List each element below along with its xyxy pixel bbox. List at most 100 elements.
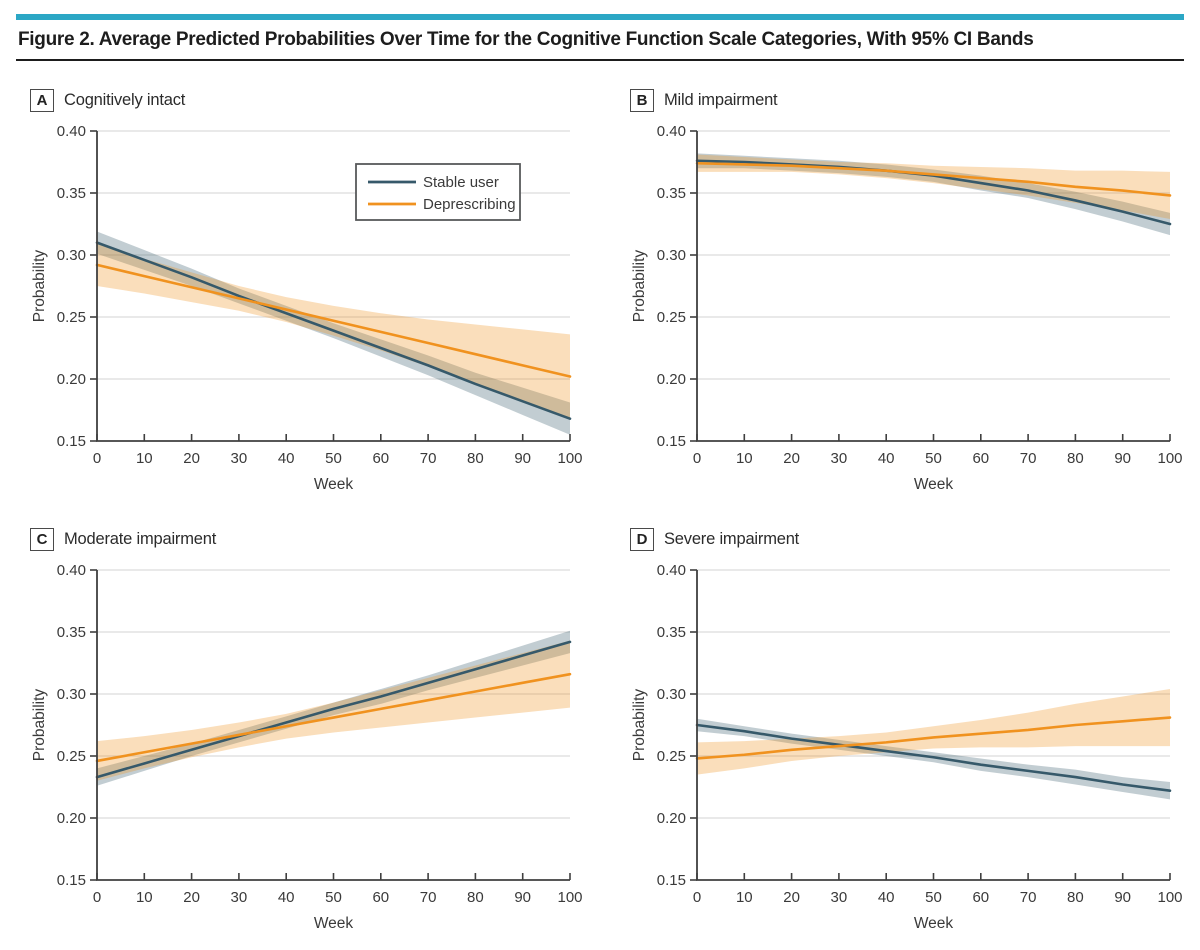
x-tick-label: 20 bbox=[783, 889, 800, 906]
legend-label: Deprescribing bbox=[423, 196, 516, 213]
panel-c-letter: C bbox=[30, 527, 54, 551]
x-tick-label: 30 bbox=[831, 889, 848, 906]
x-tick-label: 70 bbox=[420, 889, 437, 906]
x-tick-label: 50 bbox=[925, 889, 942, 906]
y-tick-label: 0.25 bbox=[657, 309, 686, 326]
y-tick-label: 0.20 bbox=[657, 810, 686, 827]
y-tick-label: 0.25 bbox=[57, 309, 86, 326]
panel-d-title: Severe impairment bbox=[664, 529, 800, 548]
x-tick-label: 10 bbox=[736, 889, 753, 906]
y-tick-label: 0.40 bbox=[57, 562, 86, 579]
chart-severe-impairment: 0.15 0.20 0.25 0.30 0.35 0.40 0 10 20 30 40 50 60 70 8… bbox=[631, 562, 1183, 932]
y-tick-label: 0.20 bbox=[57, 371, 86, 388]
x-tick-label: 40 bbox=[278, 889, 295, 906]
x-tick-label: 10 bbox=[136, 889, 153, 906]
x-tick-label: 90 bbox=[514, 450, 531, 467]
y-tick-label: 0.40 bbox=[57, 123, 86, 140]
panel-a: A Cognitively intact 0.15 0.20 0.25 0.30 0.3… bbox=[30, 87, 600, 496]
panels-grid: A Cognitively intact 0.15 0.20 0.25 0.30 0.3… bbox=[0, 61, 1200, 935]
x-tick-label: 60 bbox=[372, 889, 389, 906]
y-tick-label: 0.35 bbox=[57, 624, 86, 641]
y-axis-label: Probability bbox=[631, 689, 648, 762]
series-line bbox=[695, 723, 1172, 793]
x-tick-label: 40 bbox=[278, 450, 295, 467]
series-line bbox=[695, 161, 1172, 197]
x-axis-label: Week bbox=[914, 476, 954, 493]
legend-box bbox=[355, 163, 521, 221]
x-axis-label: Week bbox=[314, 915, 354, 932]
x-tick-label: 80 bbox=[467, 450, 484, 467]
x-tick-label: 60 bbox=[372, 450, 389, 467]
y-tick-label: 0.15 bbox=[57, 872, 86, 889]
panel-b-letter: B bbox=[630, 88, 654, 112]
x-tick-label: 100 bbox=[1157, 889, 1182, 906]
y-tick-label: 0.30 bbox=[57, 247, 86, 264]
chart-moderate-impairment: 0.15 0.20 0.25 0.30 0.35 0.40 0 10 20 30 40 50 60 70 8… bbox=[31, 562, 583, 932]
x-tick-label: 90 bbox=[1114, 889, 1131, 906]
x-tick-label: 100 bbox=[557, 450, 582, 467]
x-tick-label: 30 bbox=[231, 450, 248, 467]
y-tick-label: 0.25 bbox=[657, 748, 686, 765]
series-line bbox=[95, 241, 572, 420]
y-tick-label: 0.35 bbox=[657, 185, 686, 202]
ci-band bbox=[697, 689, 1170, 775]
x-tick-label: 70 bbox=[420, 450, 437, 467]
y-axis-label: Probability bbox=[631, 250, 648, 323]
x-tick-label: 20 bbox=[783, 450, 800, 467]
y-tick-label: 0.40 bbox=[657, 123, 686, 140]
y-tick-label: 0.25 bbox=[57, 748, 86, 765]
y-tick-label: 0.35 bbox=[657, 624, 686, 641]
panel-c-header: C Moderate impairment bbox=[30, 526, 600, 552]
ci-band bbox=[97, 231, 570, 435]
x-tick-label: 70 bbox=[1020, 450, 1037, 467]
x-tick-label: 10 bbox=[136, 450, 153, 467]
x-tick-label: 30 bbox=[231, 889, 248, 906]
header-rule bbox=[16, 59, 1184, 61]
y-axis-label: Probability bbox=[31, 250, 48, 323]
y-tick-label: 0.20 bbox=[657, 371, 686, 388]
figure-header: Figure 2. Average Predicted Probabilitie… bbox=[0, 14, 1200, 61]
panel-a-header: A Cognitively intact bbox=[30, 87, 600, 113]
x-tick-label: 50 bbox=[325, 450, 342, 467]
x-tick-label: 50 bbox=[325, 889, 342, 906]
panel-c: C Moderate impairment 0.15 0.20 0.25 0.30 0.… bbox=[30, 526, 600, 935]
x-tick-label: 80 bbox=[1067, 450, 1084, 467]
y-axis-label: Probability bbox=[31, 689, 48, 762]
panel-b-header: B Mild impairment bbox=[630, 87, 1200, 113]
x-tick-label: 0 bbox=[93, 889, 101, 906]
panel-d-letter: D bbox=[630, 527, 654, 551]
y-tick-label: 0.35 bbox=[57, 185, 86, 202]
x-tick-label: 100 bbox=[1157, 450, 1182, 467]
y-tick-label: 0.20 bbox=[57, 810, 86, 827]
series-line bbox=[695, 716, 1172, 760]
x-tick-label: 80 bbox=[467, 889, 484, 906]
y-tick-label: 0.30 bbox=[657, 247, 686, 264]
panel-a-letter: A bbox=[30, 88, 54, 112]
accent-bar bbox=[16, 14, 1184, 20]
legend-label: Stable user bbox=[423, 174, 499, 191]
x-tick-label: 90 bbox=[514, 889, 531, 906]
panel-d: D Severe impairment 0.15 0.20 0.25 0.30 0.35… bbox=[630, 526, 1200, 935]
x-tick-label: 90 bbox=[1114, 450, 1131, 467]
ci-band bbox=[697, 718, 1170, 800]
chart-cognitively-intact: 0.15 0.20 0.25 0.30 0.35 0.40 0 10 20 30 40 50 60 70 8… bbox=[31, 123, 583, 493]
x-tick-label: 40 bbox=[878, 889, 895, 906]
chart-mild-impairment: 0.15 0.20 0.25 0.30 0.35 0.40 0 10 20 30 40 50 60 70 8… bbox=[631, 123, 1183, 493]
panel-b-title: Mild impairment bbox=[664, 90, 778, 109]
y-tick-label: 0.15 bbox=[657, 872, 686, 889]
panel-d-header: D Severe impairment bbox=[630, 526, 1200, 552]
x-tick-label: 80 bbox=[1067, 889, 1084, 906]
series-line bbox=[95, 640, 572, 779]
x-tick-label: 0 bbox=[93, 450, 101, 467]
x-tick-label: 100 bbox=[557, 889, 582, 906]
x-tick-label: 0 bbox=[693, 450, 701, 467]
series-line bbox=[95, 672, 572, 763]
x-tick-label: 70 bbox=[1020, 889, 1037, 906]
ci-band bbox=[697, 154, 1170, 220]
x-tick-label: 10 bbox=[736, 450, 753, 467]
x-tick-label: 30 bbox=[831, 450, 848, 467]
y-tick-label: 0.15 bbox=[657, 433, 686, 450]
x-tick-label: 60 bbox=[972, 889, 989, 906]
panel-a-title: Cognitively intact bbox=[64, 90, 186, 109]
x-axis-label: Week bbox=[914, 915, 954, 932]
